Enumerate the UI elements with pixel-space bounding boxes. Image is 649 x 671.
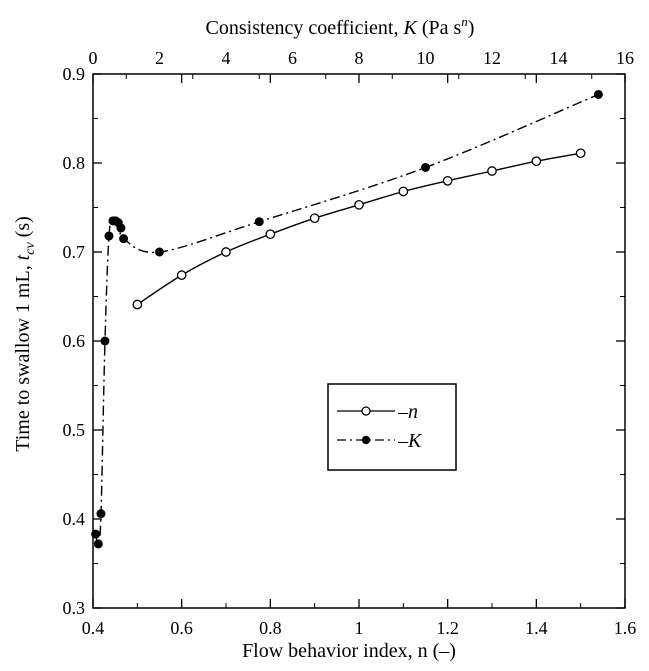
tick-labels: 0.4 0.6 0.8 1 1.2 1.4 1.60 2 4 6 8 10 12 14 160.30.40.… bbox=[63, 48, 637, 638]
data-point-k bbox=[254, 217, 264, 227]
data-point-k bbox=[593, 89, 603, 99]
data-point-k bbox=[100, 336, 110, 346]
data-point-k bbox=[91, 529, 101, 539]
x-tick-label: 1.4 bbox=[525, 618, 548, 638]
data-point-k bbox=[119, 234, 129, 244]
y-tick-label: 0.5 bbox=[63, 420, 86, 440]
x2-tick-label: 16 bbox=[616, 48, 634, 68]
top-axis-title: Consistency coefficient, K (Pa sn) bbox=[206, 14, 475, 39]
x2-tick-label: 6 bbox=[288, 48, 297, 68]
data-point-k bbox=[96, 509, 106, 519]
legend-label-k: –K bbox=[397, 430, 423, 452]
x2-tick-label: 12 bbox=[483, 48, 501, 68]
x-tick-label: 1.6 bbox=[614, 618, 637, 638]
series-line-n bbox=[136, 152, 581, 306]
x2-tick-label: 14 bbox=[550, 48, 568, 68]
y-tick-label: 0.9 bbox=[63, 64, 86, 84]
x-tick-label: 0.8 bbox=[259, 618, 282, 638]
data-point-k bbox=[421, 162, 430, 172]
data-point-n bbox=[531, 156, 542, 167]
data-point-n bbox=[132, 299, 143, 310]
y-tick-label: 0.8 bbox=[63, 153, 86, 173]
x-tick-label: 0.4 bbox=[82, 618, 105, 638]
y-axis-title: Time to swallow 1 mL, tcv (s) bbox=[12, 216, 38, 452]
y-tick-label: 0.4 bbox=[63, 509, 86, 529]
data-point-n bbox=[442, 175, 453, 186]
x-tick-label: 0.6 bbox=[170, 618, 193, 638]
data-point-k bbox=[155, 247, 164, 257]
x-tick-label: 1 bbox=[355, 618, 364, 638]
x2-tick-label: 8 bbox=[355, 48, 364, 68]
data-point-n bbox=[176, 270, 187, 280]
legend-marker-n bbox=[361, 406, 371, 416]
x2-tick-label: 0 bbox=[89, 48, 98, 68]
legend-label-n: –n bbox=[397, 401, 418, 423]
data-point-n bbox=[309, 213, 320, 224]
y-tick-label: 0.7 bbox=[63, 242, 86, 262]
series-lines bbox=[95, 93, 599, 546]
x2-tick-label: 4 bbox=[222, 48, 231, 68]
data-point-n bbox=[575, 148, 586, 159]
series-points bbox=[91, 89, 603, 549]
data-point-n bbox=[398, 186, 409, 197]
y-tick-label: 0.6 bbox=[63, 331, 86, 351]
legend-box bbox=[327, 383, 457, 471]
data-point-k bbox=[93, 539, 103, 549]
legend: –n –K bbox=[327, 383, 457, 471]
y-tick-label: 0.3 bbox=[63, 598, 86, 618]
legend-marker-k bbox=[361, 435, 371, 445]
data-point-n bbox=[221, 247, 231, 257]
bottom-axis-title: Flow behavior index, n (–) bbox=[242, 640, 456, 662]
plot-frame bbox=[92, 73, 626, 609]
x2-tick-label: 10 bbox=[417, 48, 435, 68]
data-point-n bbox=[487, 166, 497, 176]
data-point-k bbox=[116, 223, 126, 233]
x2-tick-label: 2 bbox=[155, 48, 164, 68]
series-line-k bbox=[95, 93, 599, 546]
axis-ticks bbox=[92, 73, 626, 609]
x-tick-label: 1.2 bbox=[436, 618, 459, 638]
data-point-k bbox=[104, 231, 114, 241]
data-point-n bbox=[354, 199, 364, 210]
data-point-n bbox=[265, 229, 276, 240]
